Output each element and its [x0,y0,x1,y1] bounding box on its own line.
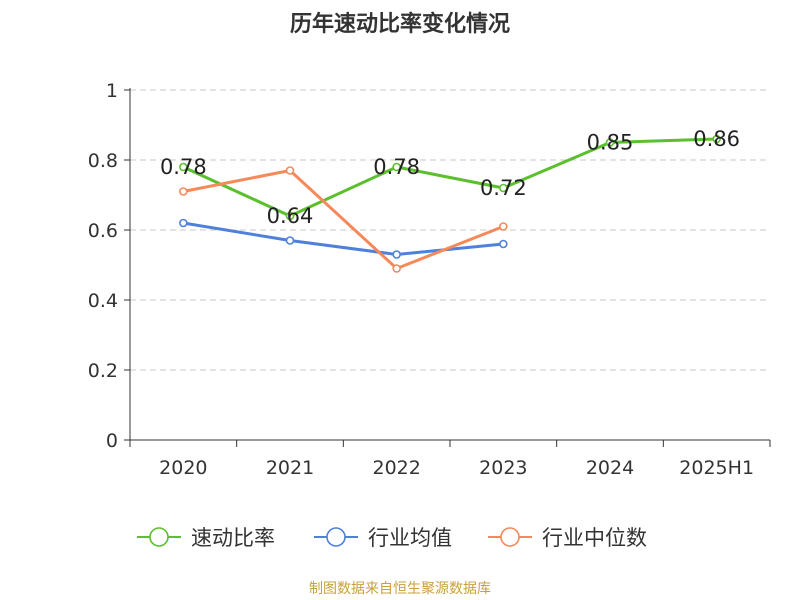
data-label: 0.86 [693,127,740,151]
y-tick-label: 0.4 [88,290,118,312]
data-label: 0.72 [480,176,527,200]
x-tick-label: 2022 [372,457,420,479]
legend-label: 行业中位数 [542,526,647,550]
legend-label: 行业均值 [368,526,452,550]
y-tick-label: 0.6 [88,220,118,242]
series-line-1 [183,221,504,256]
legend-marker [326,527,346,547]
x-tick-label: 2021 [266,457,314,479]
data-point [285,236,295,245]
data-point [392,250,401,259]
data-point [712,134,721,144]
x-tick-label: 2024 [586,457,634,479]
data-point [179,187,188,196]
data-point [392,264,401,273]
data-point [392,162,401,172]
legend-marker [500,527,520,547]
source-note: 制图数据来自恒生聚源数据库 [309,581,491,597]
data-point [179,218,188,228]
series-line-2 [183,169,504,270]
legend-marker [149,527,169,547]
data-point [499,222,508,231]
data-label: 0.78 [373,155,420,179]
x-tick-label: 2025H1 [679,457,754,479]
data-point [285,211,295,221]
data-point [179,162,188,172]
series-line-0 [182,137,717,218]
data-point [605,138,615,147]
y-tick-label: 1 [106,80,118,102]
y-tick-label: 0.8 [88,150,118,172]
x-tick-label: 2020 [159,457,207,479]
y-tick-label: 0.2 [88,360,118,382]
data-label: 0.78 [160,155,207,179]
data-label: 0.64 [267,204,314,228]
x-tick-label: 2023 [479,457,527,479]
data-point [499,183,508,193]
data-label: 0.85 [587,131,634,155]
data-point [285,166,295,175]
data-point [499,239,508,249]
chart-title: 历年速动比率变化情况 [289,12,510,37]
legend-label: 速动比率 [191,526,275,550]
y-tick-label: 0 [106,430,118,452]
